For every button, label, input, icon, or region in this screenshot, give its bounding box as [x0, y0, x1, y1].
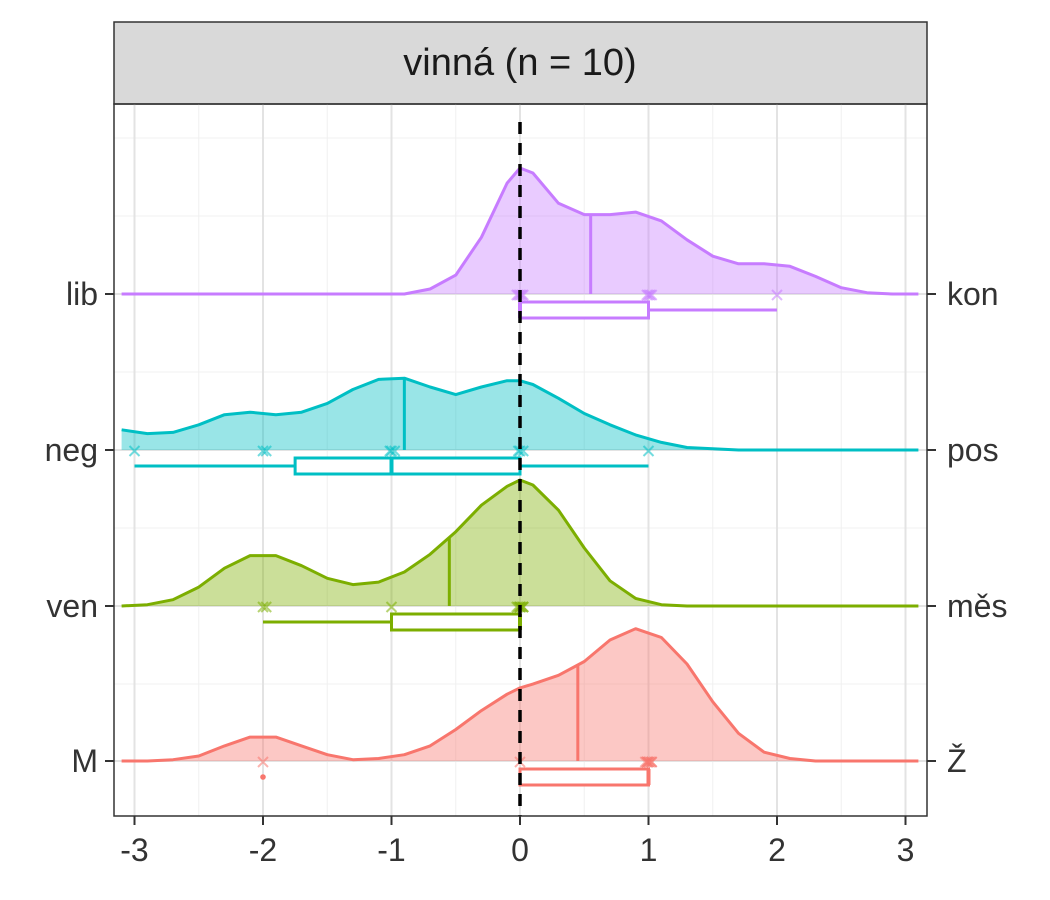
facet-strip-title: vinná (n = 10) — [403, 42, 636, 84]
data-point — [388, 445, 401, 457]
data-point — [260, 601, 272, 613]
data-point — [385, 445, 398, 457]
data-point — [385, 601, 398, 613]
iqr-box — [518, 767, 650, 787]
outlier-point — [260, 774, 266, 780]
y-tick-label-left: ven — [46, 588, 98, 624]
data-point — [644, 289, 656, 301]
data-point — [257, 756, 269, 768]
y-tick-label-left: neg — [45, 432, 98, 468]
y-tick-label-right: Ž — [947, 743, 967, 779]
data-point — [642, 756, 655, 768]
data-point — [645, 756, 658, 768]
data-point — [257, 601, 269, 613]
data-point — [514, 445, 526, 457]
x-tick-label: 1 — [640, 832, 658, 868]
iqr-box — [390, 612, 522, 632]
data-point — [257, 445, 269, 457]
x-tick-label: -2 — [249, 832, 277, 868]
plot-area — [114, 104, 927, 816]
y-tick-label-left: lib — [66, 276, 98, 312]
data-point — [641, 289, 653, 301]
y-tick-label-right: pos — [947, 432, 999, 468]
density-line — [121, 627, 919, 763]
x-tick-label: 0 — [511, 832, 529, 868]
iqr-box — [293, 456, 522, 476]
data-point — [128, 445, 141, 457]
facet-strip — [113, 21, 928, 105]
data-point — [642, 445, 655, 457]
y-tick-label-left: M — [71, 743, 98, 779]
x-tick-label: -1 — [377, 832, 405, 868]
density-area — [121, 378, 919, 450]
y-tick-label-right: kon — [947, 276, 999, 312]
x-tick-label: -3 — [120, 832, 148, 868]
data-point — [645, 289, 658, 301]
data-point — [771, 289, 783, 301]
x-tick-label: 3 — [897, 832, 915, 868]
y-tick-label-right: měs — [947, 588, 1007, 624]
data-point — [642, 289, 655, 301]
x-tick-label: 2 — [768, 832, 786, 868]
data-point — [641, 756, 653, 768]
data-point — [260, 445, 272, 457]
data-point — [644, 756, 656, 768]
data-point — [384, 445, 396, 457]
iqr-box — [518, 300, 650, 320]
